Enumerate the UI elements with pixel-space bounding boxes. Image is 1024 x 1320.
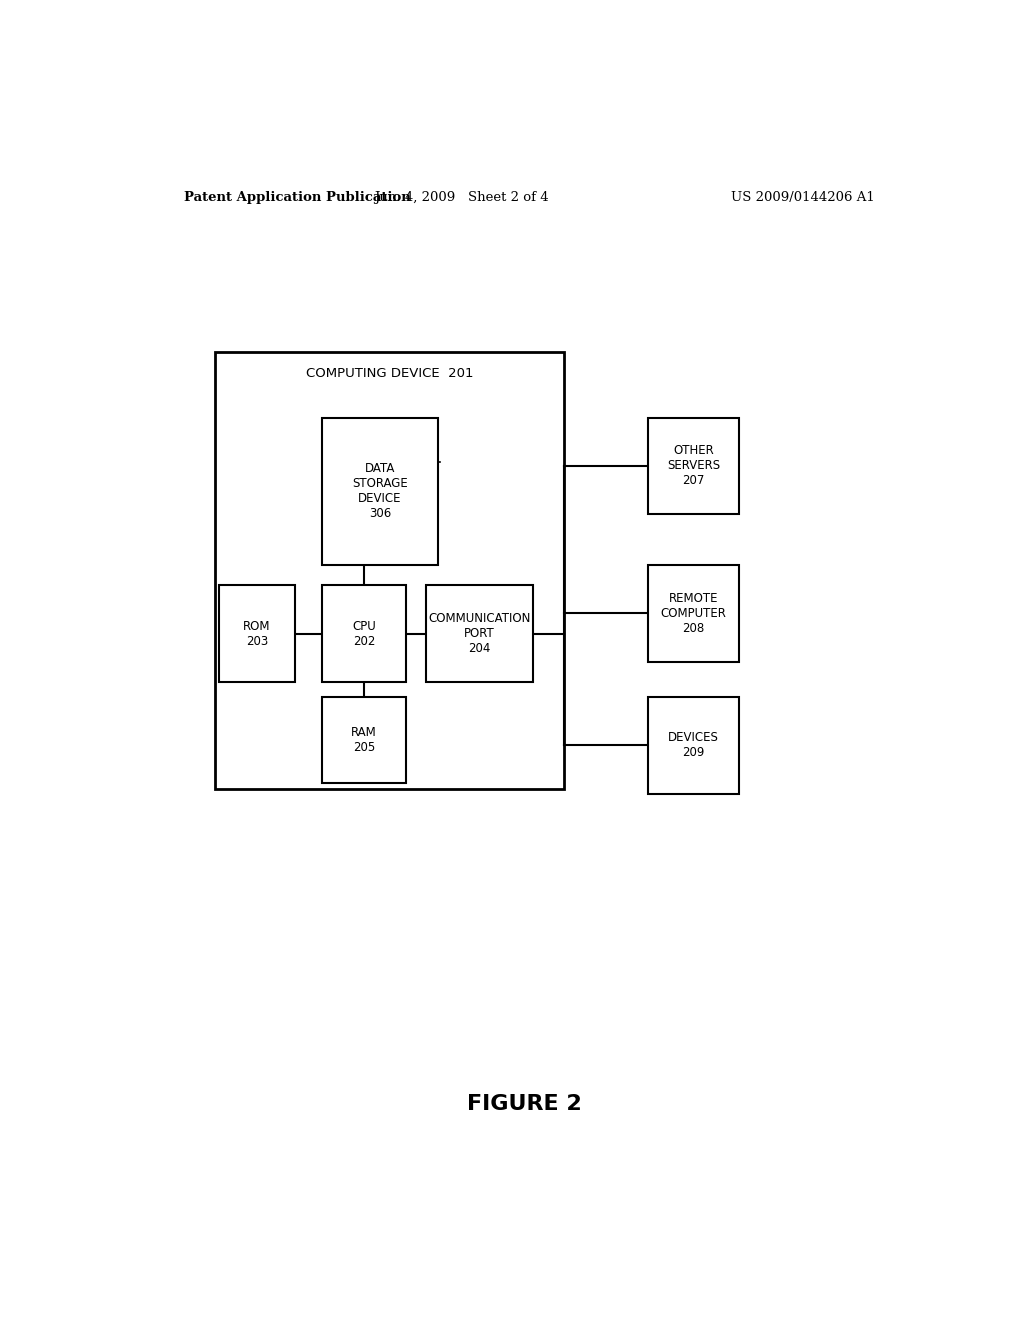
Text: DEVICES
209: DEVICES 209	[668, 731, 719, 759]
FancyBboxPatch shape	[648, 565, 739, 661]
Text: COMPUTING DEVICE  201: COMPUTING DEVICE 201	[306, 367, 474, 380]
FancyBboxPatch shape	[648, 697, 739, 793]
Text: Jun. 4, 2009   Sheet 2 of 4: Jun. 4, 2009 Sheet 2 of 4	[374, 190, 549, 203]
FancyBboxPatch shape	[426, 585, 532, 682]
Text: 200: 200	[403, 442, 432, 457]
FancyBboxPatch shape	[215, 351, 564, 788]
Text: REMOTE
COMPUTER
208: REMOTE COMPUTER 208	[660, 591, 726, 635]
Text: Patent Application Publication: Patent Application Publication	[183, 190, 411, 203]
Text: US 2009/0144206 A1: US 2009/0144206 A1	[731, 190, 874, 203]
FancyBboxPatch shape	[648, 417, 739, 515]
Text: DATA
STORAGE
DEVICE
306: DATA STORAGE DEVICE 306	[352, 462, 408, 520]
FancyBboxPatch shape	[323, 697, 406, 784]
Text: OTHER
SERVERS
207: OTHER SERVERS 207	[667, 445, 720, 487]
Text: ROM
203: ROM 203	[244, 619, 270, 648]
Text: CPU
202: CPU 202	[352, 619, 376, 648]
FancyBboxPatch shape	[323, 417, 437, 565]
FancyBboxPatch shape	[219, 585, 295, 682]
FancyBboxPatch shape	[323, 585, 406, 682]
Text: COMMUNICATION
PORT
204: COMMUNICATION PORT 204	[428, 612, 530, 655]
Text: FIGURE 2: FIGURE 2	[467, 1094, 583, 1114]
Text: RAM
205: RAM 205	[351, 726, 377, 754]
